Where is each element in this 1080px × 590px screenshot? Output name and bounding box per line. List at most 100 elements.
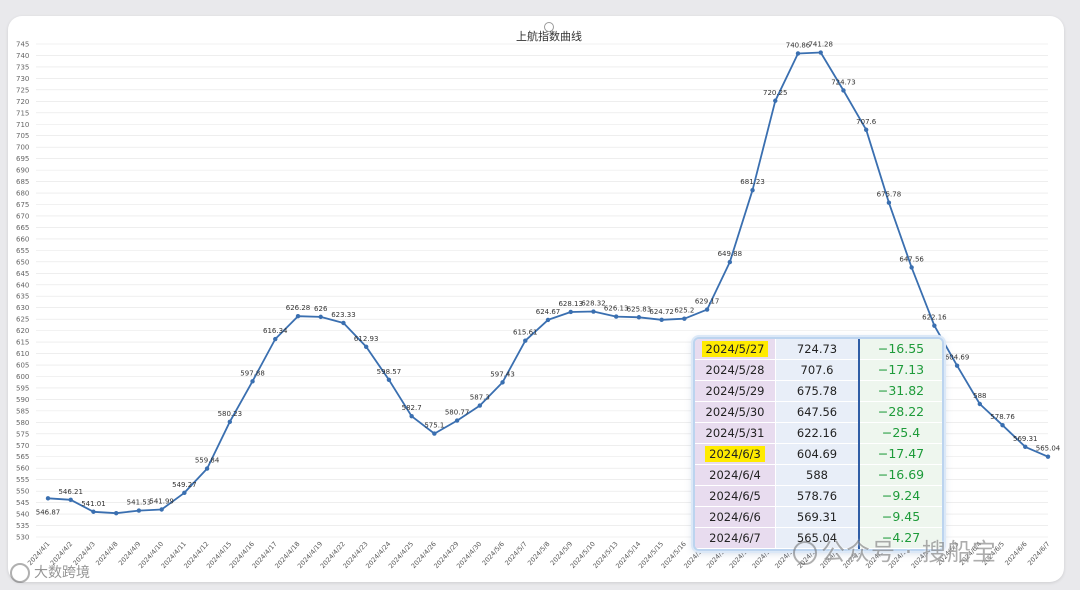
data-label: 628.32	[581, 300, 606, 308]
watermark-left-text: 大数跨境	[34, 565, 90, 581]
y-tick-label: 735	[16, 63, 29, 71]
data-point	[341, 320, 346, 326]
y-tick-label: 745	[16, 41, 29, 49]
data-point	[250, 379, 255, 384]
data-label: 575.1	[424, 422, 444, 430]
change-cell: −28.22	[859, 401, 942, 423]
data-label: 541.01	[81, 500, 106, 508]
change-cell: −31.82	[859, 380, 942, 402]
y-tick-label: 550	[16, 488, 29, 496]
data-label: 541.53	[127, 499, 152, 507]
data-label: 604.69	[945, 354, 970, 362]
data-label: 626	[314, 305, 328, 313]
data-point	[45, 496, 51, 501]
data-label: 647.56	[899, 255, 924, 263]
data-point	[659, 317, 664, 323]
data-point	[113, 510, 119, 516]
y-tick-label: 705	[16, 132, 29, 140]
data-point	[841, 88, 846, 93]
data-label: 720.25	[763, 89, 788, 97]
y-tick-label: 685	[16, 178, 29, 186]
data-point	[295, 314, 301, 319]
change-cell: −17.13	[859, 359, 942, 381]
data-point	[704, 307, 710, 312]
data-label: 624.67	[536, 308, 561, 316]
change-cell: −9.45	[859, 506, 942, 528]
y-tick-label: 610	[16, 350, 29, 358]
data-label: 587.3	[470, 394, 490, 402]
data-point	[568, 309, 573, 315]
data-point	[1000, 422, 1005, 428]
wechat-logo-icon	[793, 541, 817, 565]
table-row: 2024/5/27 724.73 −16.55	[695, 339, 942, 360]
data-point	[818, 50, 823, 55]
data-point	[454, 418, 460, 423]
value-cell: 588	[775, 464, 860, 486]
change-cell: −16.55	[859, 339, 942, 360]
data-label: 580.23	[218, 410, 243, 418]
data-label: 616.34	[263, 327, 288, 335]
data-point	[636, 315, 642, 320]
data-label: 580.77	[445, 409, 470, 417]
data-label: 546.87	[36, 508, 61, 516]
y-tick-label: 730	[16, 75, 29, 83]
change-cell: −9.24	[859, 485, 942, 507]
data-label: 625.83	[627, 305, 652, 313]
watermark-right-text: 公众号 · 搜船宝	[821, 538, 997, 566]
data-point	[1045, 454, 1051, 459]
y-tick-label: 650	[16, 258, 29, 266]
data-point	[273, 336, 278, 342]
date-text: 2024/6/7	[709, 530, 761, 545]
table-row: 2024/6/7 565.04 −4.27	[695, 527, 942, 549]
data-point	[159, 507, 164, 512]
chart-title: 上航指数曲线	[516, 29, 582, 43]
data-label: 582.7	[402, 404, 422, 412]
date-cell: 2024/6/6	[695, 506, 776, 528]
data-label: 741.28	[808, 41, 833, 49]
y-tick-label: 715	[16, 109, 29, 117]
y-tick-label: 635	[16, 293, 29, 301]
y-tick-label: 675	[16, 201, 29, 209]
change-cell: −4.27	[859, 527, 942, 549]
y-tick-label: 680	[16, 190, 29, 198]
data-table: 2024/5/27 724.73 −16.55 2024/5/28 707.6 −17.1…	[695, 339, 942, 549]
data-label: 612.93	[354, 335, 379, 343]
data-point	[318, 314, 323, 320]
table-row: 2024/5/30 647.56 −28.22	[695, 401, 942, 423]
data-point	[932, 323, 937, 328]
y-tick-label: 535	[16, 522, 29, 530]
y-tick-label: 670	[16, 212, 29, 220]
date-text: 2024/6/6	[709, 509, 761, 524]
y-tick-label: 620	[16, 327, 29, 335]
y-tick-label: 630	[16, 304, 29, 312]
data-label: 625.2	[674, 307, 694, 315]
data-point	[363, 344, 369, 350]
data-label: 549.27	[172, 481, 197, 489]
table-row: 2024/6/3 604.69 −17.47	[695, 443, 942, 465]
date-cell: 2024/5/28	[695, 359, 776, 381]
data-point	[409, 413, 414, 419]
date-text: 2024/5/31	[705, 425, 765, 440]
data-label: 623.33	[331, 311, 356, 319]
value-cell: 724.73	[775, 339, 860, 360]
y-tick-label: 625	[16, 316, 29, 324]
y-tick-label: 720	[16, 98, 29, 106]
y-tick-label: 595	[16, 384, 29, 392]
value-cell: 707.6	[775, 359, 860, 381]
date-text: 2024/6/3	[705, 445, 765, 462]
data-point	[432, 431, 437, 436]
data-label: 615.61	[513, 329, 538, 337]
y-tick-label: 530	[16, 534, 29, 542]
y-tick-label: 585	[16, 407, 29, 415]
x-tick-label: 2024/5/7	[503, 540, 528, 567]
data-label: 626.28	[286, 304, 311, 312]
date-cell: 2024/6/3	[695, 443, 776, 465]
y-tick-label: 560	[16, 465, 29, 473]
data-label: 578.76	[990, 413, 1015, 421]
y-tick-label: 555	[16, 476, 29, 484]
date-cell: 2024/5/30	[695, 401, 776, 423]
y-tick-label: 570	[16, 442, 29, 450]
data-label: 588	[973, 392, 986, 400]
table-row: 2024/6/6 569.31 −9.45	[695, 506, 942, 528]
y-tick-label: 605	[16, 362, 29, 370]
